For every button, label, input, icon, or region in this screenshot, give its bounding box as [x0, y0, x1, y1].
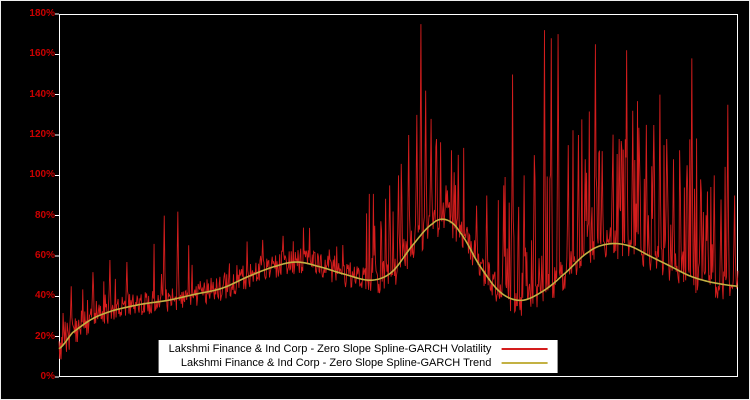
volatility-series-line — [58, 24, 739, 360]
y-axis-tick-label: 20% — [34, 330, 55, 342]
y-axis-tick-label: 0% — [40, 371, 55, 382]
y-axis-tick-label: 140% — [29, 88, 55, 100]
y-axis-tick-label: 60% — [34, 250, 55, 261]
y-axis-tick-label: 80% — [34, 209, 55, 221]
legend: Lakshmi Finance & Ind Corp - Zero Slope … — [158, 340, 558, 373]
plot-border — [59, 14, 738, 377]
legend-label-trend: Lakshmi Finance & Ind Corp - Zero Slope … — [180, 357, 492, 369]
volatility-line-sample-icon — [501, 348, 548, 350]
trend-line-sample-icon — [501, 362, 548, 364]
legend-item-trend: Lakshmi Finance & Ind Corp - Zero Slope … — [169, 357, 548, 369]
legend-label-volatility: Lakshmi Finance & Ind Corp - Zero Slope … — [168, 343, 492, 355]
trend-series-line — [58, 218, 739, 350]
y-axis-tick-label: 160% — [29, 48, 55, 60]
y-axis-tick-label: 40% — [34, 290, 55, 302]
y-axis-tick-label: 180% — [29, 8, 55, 19]
y-axis-tick-label: 100% — [29, 169, 55, 181]
legend-item-volatility: Lakshmi Finance & Ind Corp - Zero Slope … — [169, 343, 548, 355]
y-axis-tick-label: 120% — [29, 129, 55, 140]
